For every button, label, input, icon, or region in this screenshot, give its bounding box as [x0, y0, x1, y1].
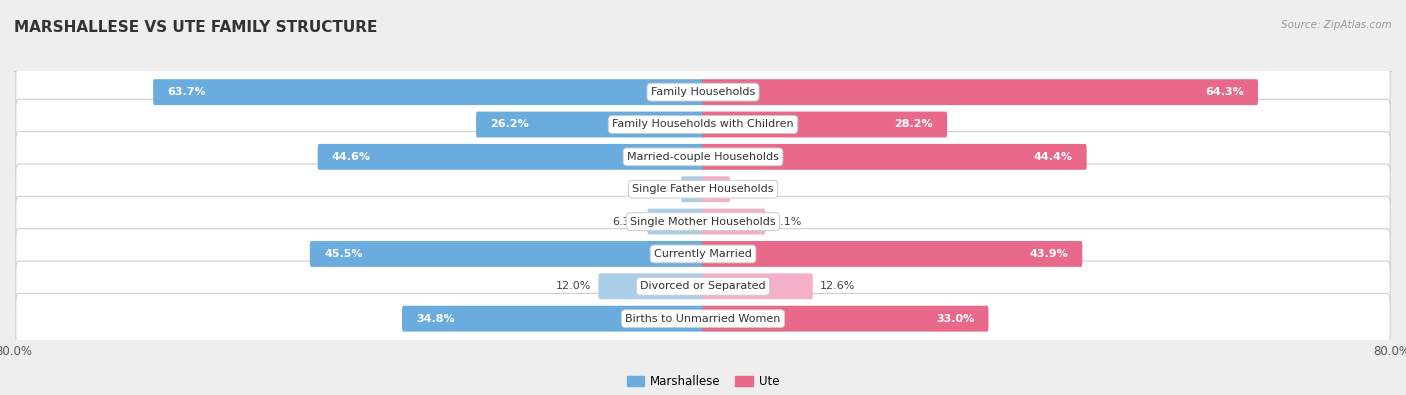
FancyBboxPatch shape — [15, 164, 1391, 214]
FancyBboxPatch shape — [15, 99, 1391, 150]
Text: 6.3%: 6.3% — [612, 216, 640, 227]
FancyBboxPatch shape — [702, 144, 1087, 170]
Text: Source: ZipAtlas.com: Source: ZipAtlas.com — [1281, 20, 1392, 30]
FancyBboxPatch shape — [15, 132, 1391, 182]
FancyBboxPatch shape — [702, 306, 988, 332]
FancyBboxPatch shape — [681, 176, 704, 202]
FancyBboxPatch shape — [477, 111, 704, 137]
Text: 34.8%: 34.8% — [416, 314, 456, 324]
FancyBboxPatch shape — [599, 273, 704, 299]
Text: 12.0%: 12.0% — [555, 281, 591, 291]
Text: 26.2%: 26.2% — [491, 120, 529, 130]
FancyBboxPatch shape — [702, 273, 813, 299]
FancyBboxPatch shape — [702, 79, 1258, 105]
Text: Family Households with Children: Family Households with Children — [612, 120, 794, 130]
FancyBboxPatch shape — [15, 293, 1391, 344]
Text: 44.4%: 44.4% — [1033, 152, 1073, 162]
Text: Single Father Households: Single Father Households — [633, 184, 773, 194]
Text: 43.9%: 43.9% — [1029, 249, 1069, 259]
Text: Married-couple Households: Married-couple Households — [627, 152, 779, 162]
FancyBboxPatch shape — [15, 261, 1391, 312]
Text: 12.6%: 12.6% — [820, 281, 855, 291]
Text: 44.6%: 44.6% — [332, 152, 371, 162]
Text: Single Mother Households: Single Mother Households — [630, 216, 776, 227]
Text: 33.0%: 33.0% — [936, 314, 974, 324]
FancyBboxPatch shape — [15, 196, 1391, 247]
Text: 28.2%: 28.2% — [894, 120, 934, 130]
Text: 64.3%: 64.3% — [1205, 87, 1244, 97]
Text: Divorced or Separated: Divorced or Separated — [640, 281, 766, 291]
FancyBboxPatch shape — [702, 209, 765, 235]
FancyBboxPatch shape — [702, 111, 948, 137]
Text: Births to Unmarried Women: Births to Unmarried Women — [626, 314, 780, 324]
Text: 7.1%: 7.1% — [773, 216, 801, 227]
FancyBboxPatch shape — [153, 79, 704, 105]
Text: MARSHALLESE VS UTE FAMILY STRUCTURE: MARSHALLESE VS UTE FAMILY STRUCTURE — [14, 20, 377, 35]
Text: 45.5%: 45.5% — [323, 249, 363, 259]
FancyBboxPatch shape — [702, 176, 730, 202]
Text: 63.7%: 63.7% — [167, 87, 205, 97]
Text: Currently Married: Currently Married — [654, 249, 752, 259]
FancyBboxPatch shape — [309, 241, 704, 267]
Text: 3.0%: 3.0% — [738, 184, 766, 194]
Text: Family Households: Family Households — [651, 87, 755, 97]
FancyBboxPatch shape — [647, 209, 704, 235]
Text: 2.4%: 2.4% — [645, 184, 673, 194]
FancyBboxPatch shape — [702, 241, 1083, 267]
FancyBboxPatch shape — [15, 229, 1391, 279]
Legend: Marshallese, Ute: Marshallese, Ute — [621, 371, 785, 393]
FancyBboxPatch shape — [402, 306, 704, 332]
FancyBboxPatch shape — [318, 144, 704, 170]
FancyBboxPatch shape — [15, 67, 1391, 117]
